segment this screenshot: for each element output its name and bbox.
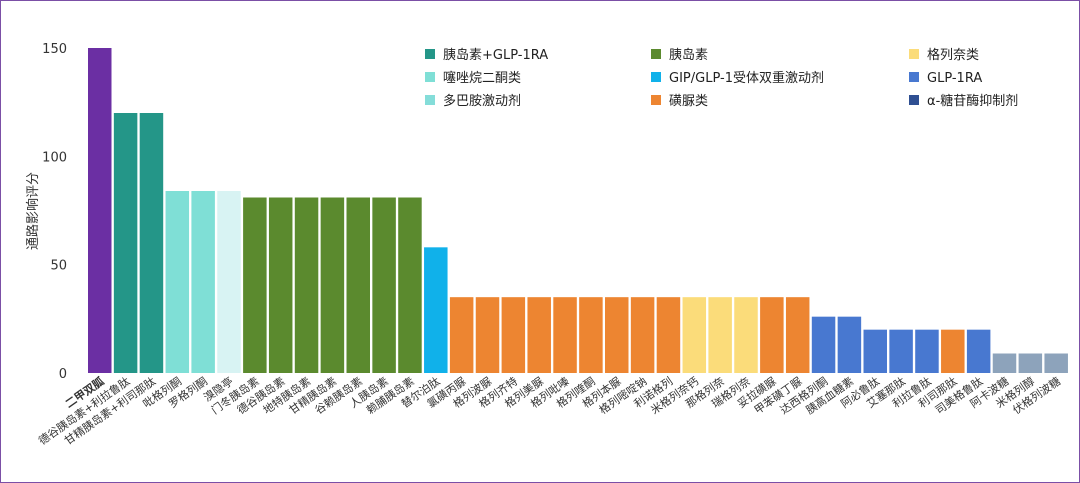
legend-label: GIP/GLP-1受体双重激动剂 bbox=[669, 70, 824, 86]
legend-swatch bbox=[909, 49, 919, 59]
y-tick-label: 0 bbox=[59, 367, 67, 382]
bar bbox=[113, 113, 138, 373]
bar bbox=[656, 297, 681, 373]
y-tick-label: 50 bbox=[50, 259, 67, 274]
bar bbox=[915, 329, 939, 373]
bar bbox=[449, 297, 474, 373]
bar bbox=[475, 297, 500, 373]
bar bbox=[760, 297, 784, 373]
bar bbox=[501, 297, 526, 373]
bar bbox=[708, 297, 732, 373]
bar bbox=[863, 329, 887, 373]
legend-label: 噻唑烷二酮类 bbox=[443, 70, 521, 86]
legend-swatch bbox=[651, 72, 661, 82]
bar bbox=[424, 247, 448, 373]
x-axis-labels: 二甲双胍德谷胰岛素+利拉鲁肽甘精胰岛素+利司那肽吡格列酮罗格列酮溴隐亭门冬胰岛素… bbox=[36, 374, 1063, 448]
bar bbox=[139, 113, 164, 373]
y-tick-label: 100 bbox=[42, 150, 67, 165]
bar bbox=[734, 297, 758, 373]
legend-label: α-糖苷酶抑制剂 bbox=[927, 93, 1018, 109]
bar bbox=[941, 329, 965, 373]
bar bbox=[966, 329, 991, 373]
bar bbox=[1044, 353, 1068, 373]
bar bbox=[191, 191, 215, 373]
legend-swatch bbox=[651, 95, 661, 105]
legend-label: 胰岛素 bbox=[669, 47, 708, 63]
legend-label: 格列奈类 bbox=[927, 47, 979, 63]
bar bbox=[630, 297, 655, 373]
legend-label: GLP-1RA bbox=[927, 71, 982, 86]
bar bbox=[88, 48, 112, 373]
bar bbox=[527, 297, 551, 373]
bar bbox=[682, 297, 707, 373]
bar bbox=[217, 191, 241, 373]
bar bbox=[785, 297, 810, 373]
legend-swatch bbox=[909, 72, 919, 82]
bar bbox=[320, 197, 345, 373]
legend-label: 胰岛素+GLP-1RA bbox=[443, 47, 548, 63]
bar bbox=[398, 197, 422, 373]
legend-swatch bbox=[425, 95, 435, 105]
bar bbox=[811, 316, 836, 373]
bar bbox=[243, 197, 267, 373]
bar bbox=[372, 197, 396, 373]
bar bbox=[889, 329, 913, 373]
legend-swatch bbox=[651, 49, 661, 59]
bar bbox=[837, 316, 862, 373]
bar bbox=[165, 191, 190, 373]
bar bbox=[346, 197, 370, 373]
legend-label: 磺脲类 bbox=[669, 94, 708, 109]
bars bbox=[88, 48, 1068, 373]
bar bbox=[553, 297, 577, 373]
bar bbox=[294, 197, 319, 373]
bar bbox=[268, 197, 293, 373]
bar bbox=[579, 297, 603, 373]
legend-swatch bbox=[909, 95, 919, 105]
y-axis: 0 50 100 150 bbox=[42, 42, 67, 382]
bar bbox=[1018, 353, 1043, 373]
legend-swatch bbox=[425, 72, 435, 82]
bar bbox=[992, 353, 1017, 373]
bar bbox=[605, 297, 629, 373]
legend-swatch bbox=[425, 49, 435, 59]
legend-label: 多巴胺激动剂 bbox=[443, 93, 521, 109]
y-axis-label: 通路影响评分 bbox=[25, 172, 41, 250]
y-tick-label: 150 bbox=[42, 42, 67, 57]
